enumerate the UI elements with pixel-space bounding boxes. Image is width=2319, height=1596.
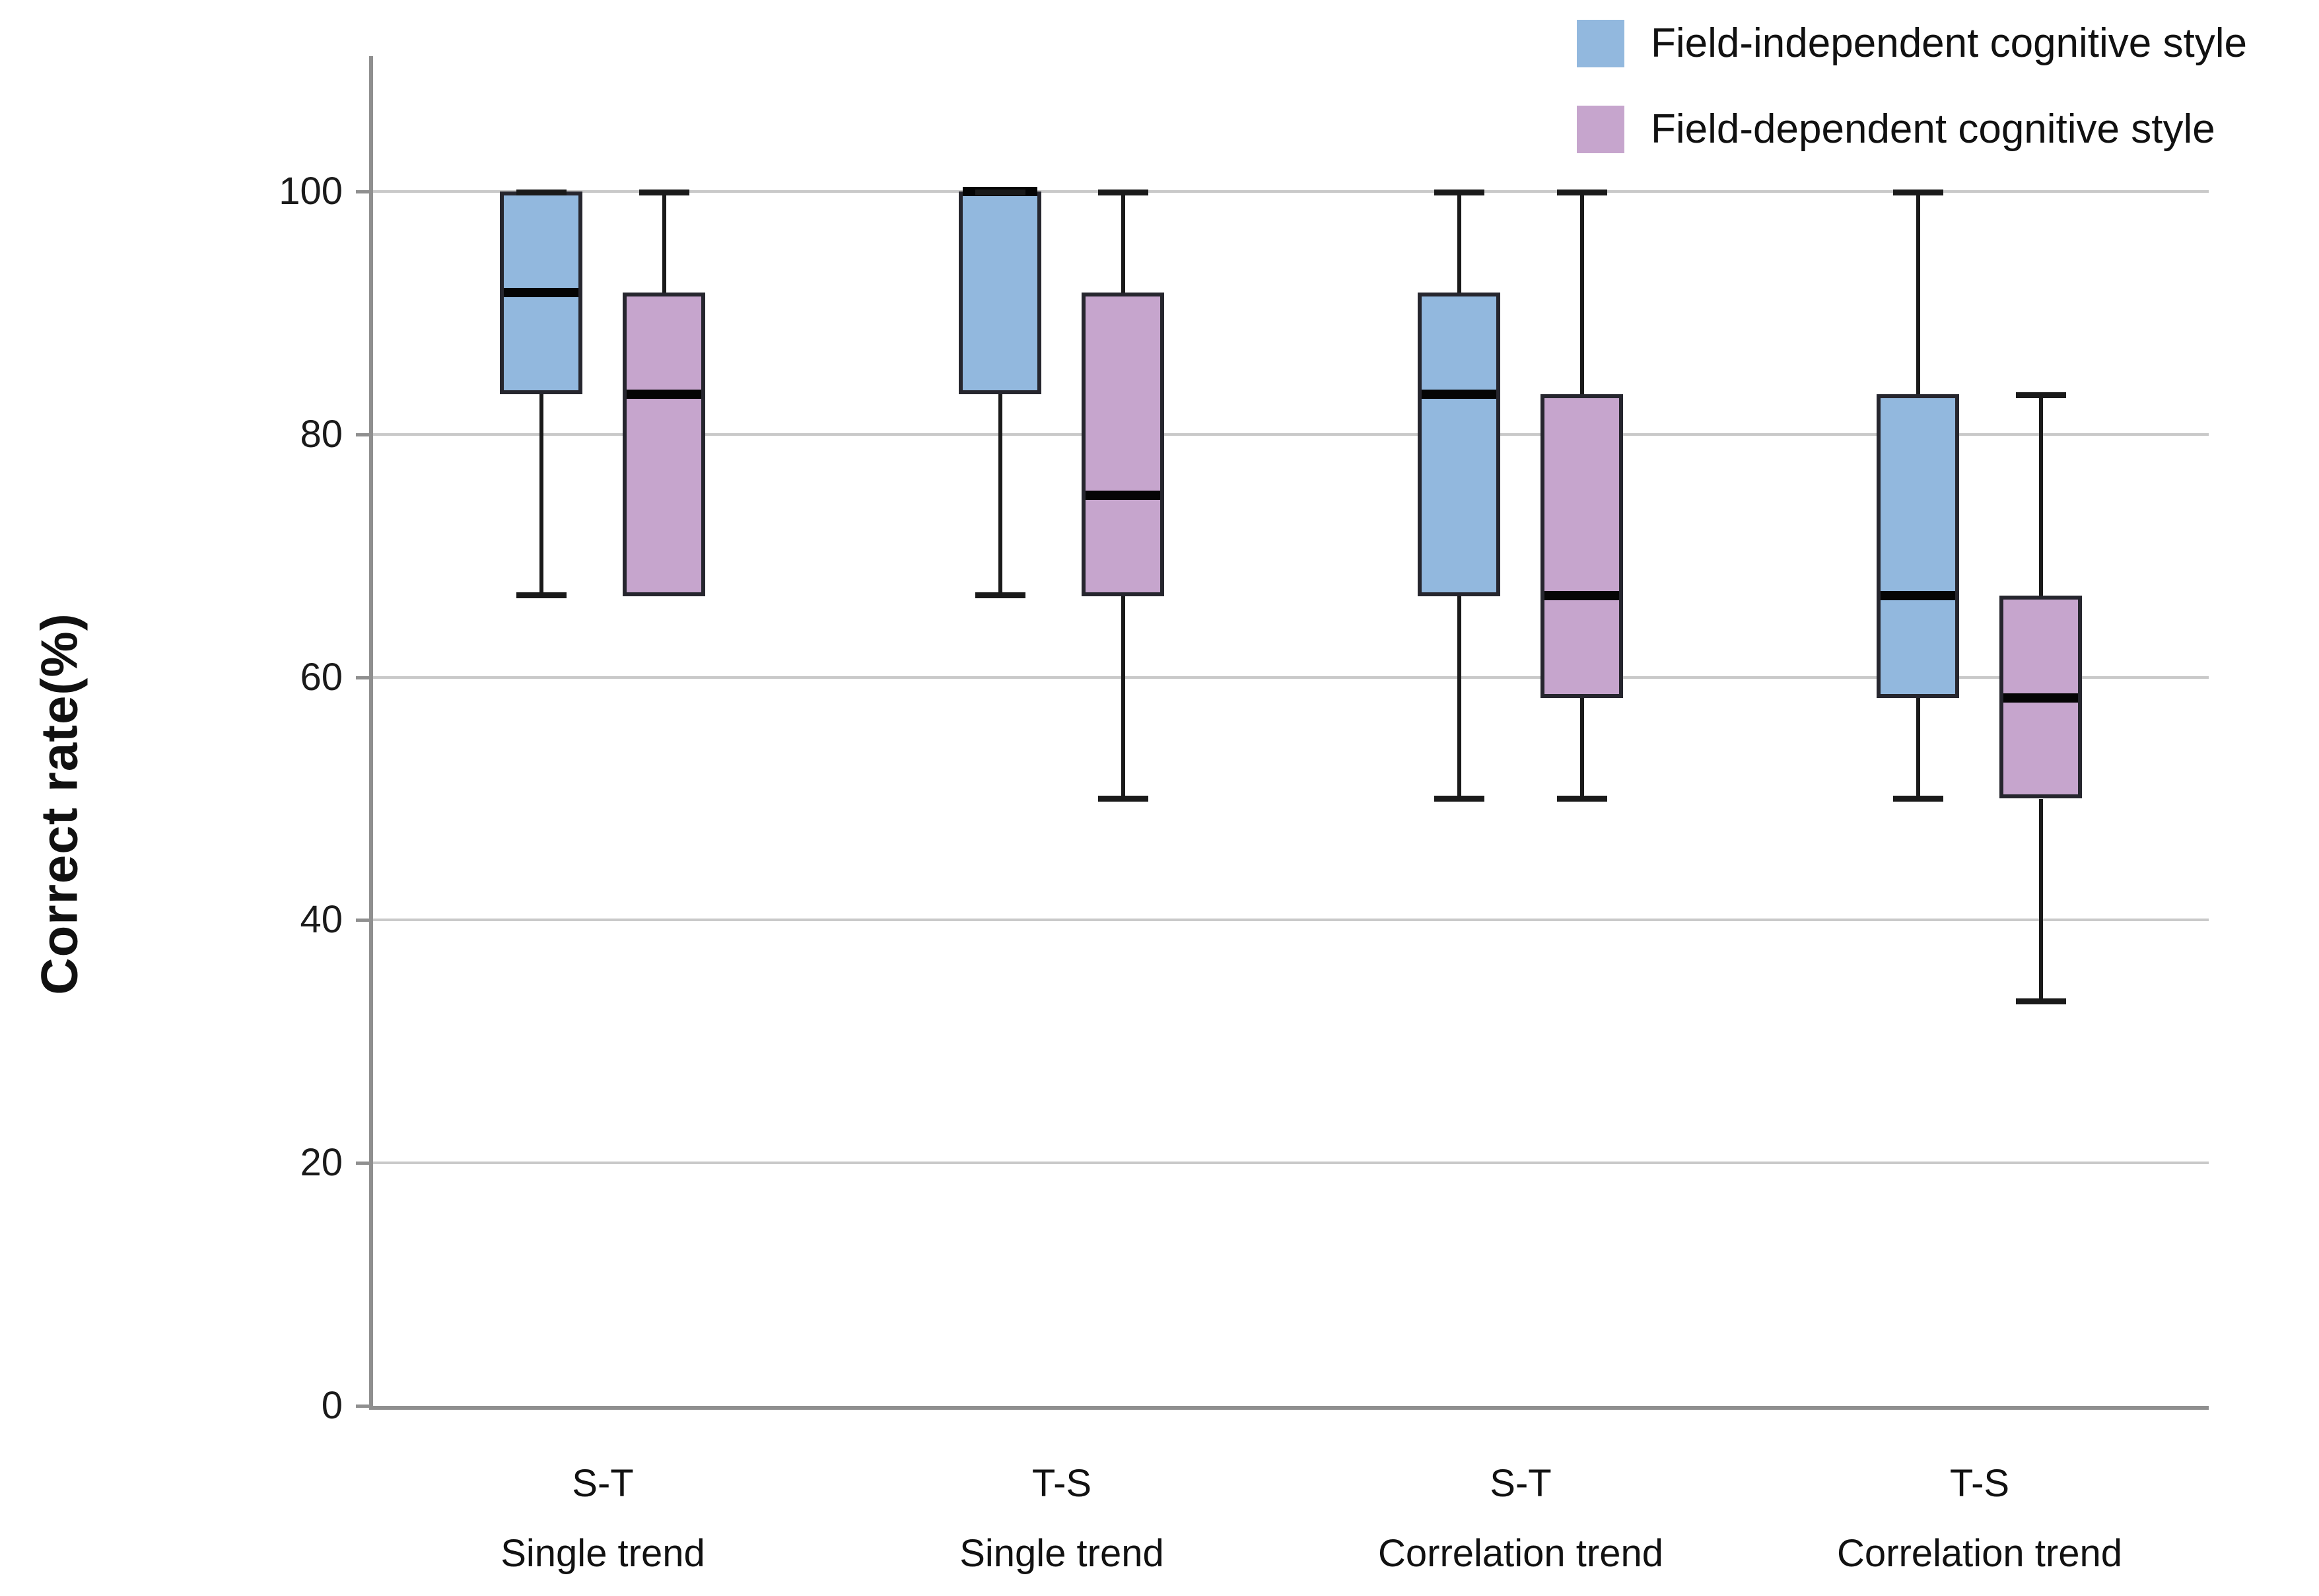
gridline xyxy=(373,676,2209,679)
gridline xyxy=(373,190,2209,193)
gridline xyxy=(373,433,2209,436)
upper-whisker-cap xyxy=(1893,190,1943,195)
x-category-label-line1: T-S xyxy=(1031,1462,1092,1505)
x-category-label-line1: T-S xyxy=(1949,1462,2010,1505)
legend-swatch-field-dependent xyxy=(1577,106,1624,153)
y-tick-label: 80 xyxy=(300,413,343,456)
y-tick-label: 100 xyxy=(279,170,343,213)
gridline xyxy=(373,919,2209,921)
upper-whisker-cap xyxy=(975,190,1025,195)
median-line xyxy=(1086,491,1160,500)
y-tick-label: 60 xyxy=(300,656,343,699)
lower-whisker-line xyxy=(1121,596,1125,798)
y-tick-mark xyxy=(356,676,369,679)
median-line xyxy=(1544,591,1619,600)
upper-whisker-line xyxy=(1580,191,1584,394)
lower-whisker-cap xyxy=(1434,796,1484,802)
y-tick-mark xyxy=(356,190,369,193)
legend-label: Field-independent cognitive style xyxy=(1651,20,2247,66)
lower-whisker-line xyxy=(539,394,543,596)
y-tick-label: 40 xyxy=(300,898,343,941)
median-line xyxy=(504,288,578,297)
box-field-independent xyxy=(1418,293,1500,596)
y-tick-label: 20 xyxy=(300,1141,343,1184)
upper-whisker-line xyxy=(1457,191,1461,293)
box-field-independent xyxy=(1877,394,1959,698)
x-axis-line xyxy=(369,1406,2209,1410)
upper-whisker-line xyxy=(1916,191,1920,394)
x-category-label-line1: S-T xyxy=(572,1462,634,1505)
x-category-label-line1: S-T xyxy=(1490,1462,1552,1505)
upper-whisker-cap xyxy=(1557,190,1607,195)
box-field-dependent xyxy=(623,293,705,596)
lower-whisker-cap xyxy=(975,592,1025,598)
box-field-independent xyxy=(959,191,1041,394)
lower-whisker-line xyxy=(1580,698,1584,799)
lower-whisker-line xyxy=(2039,799,2043,1002)
lower-whisker-line xyxy=(1916,698,1920,799)
y-tick-label: 0 xyxy=(321,1384,343,1427)
upper-whisker-line xyxy=(2039,394,2043,596)
upper-whisker-cap xyxy=(1098,190,1148,195)
lower-whisker-cap xyxy=(2016,998,2066,1004)
y-tick-mark xyxy=(356,919,369,922)
median-line xyxy=(1881,591,1955,600)
gridline xyxy=(373,1162,2209,1164)
lower-whisker-line xyxy=(998,394,1002,596)
legend-label: Field-dependent cognitive style xyxy=(1651,106,2215,152)
y-tick-mark xyxy=(356,433,369,436)
upper-whisker-line xyxy=(662,191,666,293)
y-tick-mark xyxy=(356,1162,369,1165)
median-line xyxy=(1422,390,1496,399)
lower-whisker-line xyxy=(1457,596,1461,798)
y-axis-line xyxy=(369,56,373,1410)
median-line xyxy=(627,390,701,399)
median-line xyxy=(2003,693,2078,703)
legend-swatch-field-independent xyxy=(1577,20,1624,67)
box-field-dependent xyxy=(1082,293,1164,596)
upper-whisker-cap xyxy=(2016,392,2066,398)
y-axis-title: Correct rate(%) xyxy=(30,613,88,995)
y-tick-mark xyxy=(356,1405,369,1408)
x-category-label-line2: Correlation trend xyxy=(1378,1532,1663,1575)
upper-whisker-cap xyxy=(639,190,689,195)
x-category-label-line2: Single trend xyxy=(501,1532,705,1575)
lower-whisker-cap xyxy=(516,592,567,598)
x-category-label-line2: Single trend xyxy=(959,1532,1164,1575)
x-category-label-line2: Correlation trend xyxy=(1837,1532,2122,1575)
upper-whisker-cap xyxy=(516,190,567,195)
lower-whisker-cap xyxy=(1098,796,1148,802)
lower-whisker-cap xyxy=(1557,796,1607,802)
lower-whisker-cap xyxy=(1893,796,1943,802)
upper-whisker-cap xyxy=(1434,190,1484,195)
box-field-dependent xyxy=(1540,394,1623,698)
upper-whisker-line xyxy=(1121,191,1125,293)
